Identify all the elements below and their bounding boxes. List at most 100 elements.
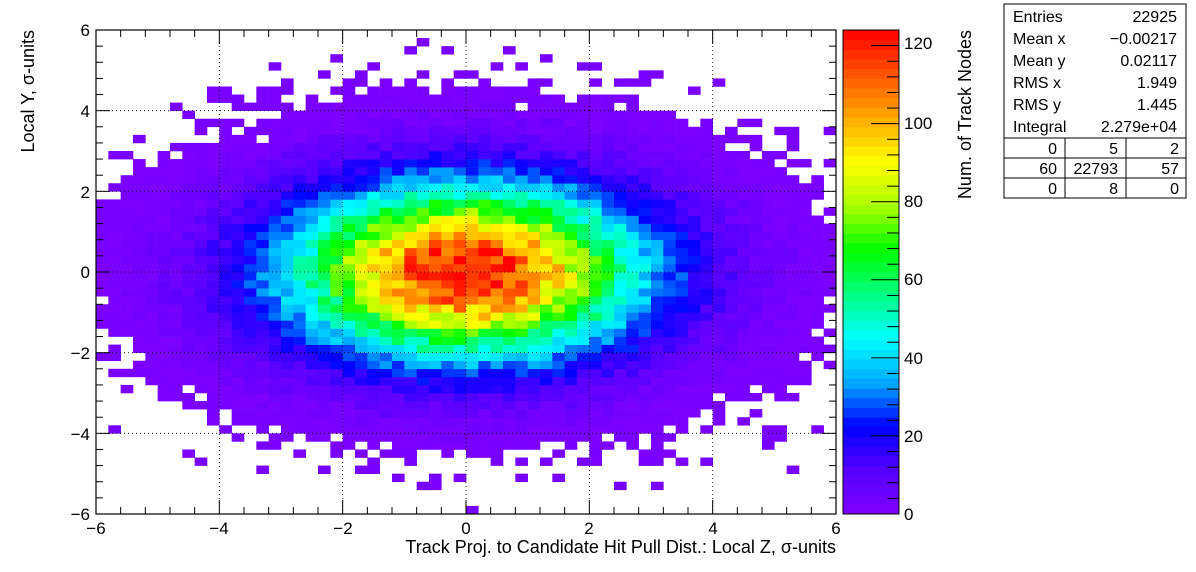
- heatmap-cell: [626, 344, 639, 353]
- heatmap-cell: [367, 223, 380, 232]
- heatmap-cell: [725, 255, 738, 265]
- heatmap-cell: [823, 304, 837, 313]
- heatmap-cell: [194, 288, 208, 297]
- heatmap-cell: [330, 384, 343, 394]
- heatmap-cell: [762, 368, 775, 378]
- heatmap-cell: [96, 239, 109, 249]
- heatmap-cell: [700, 272, 713, 281]
- heatmap-cell: [157, 376, 171, 386]
- heatmap-cell: [651, 151, 664, 160]
- heatmap-cell: [527, 352, 541, 362]
- heatmap-cell: [725, 280, 738, 289]
- heatmap-cell: [281, 425, 294, 434]
- heatmap-cell: [281, 223, 294, 232]
- heatmap-cell: [675, 384, 689, 394]
- heatmap-cell: [453, 151, 467, 160]
- heatmap-cell: [786, 263, 800, 273]
- z-tick-label: 60: [904, 270, 923, 289]
- heatmap-cell: [207, 280, 220, 289]
- heatmap-cell: [614, 175, 627, 184]
- heatmap-cell: [688, 401, 701, 410]
- heatmap-cell: [133, 247, 146, 257]
- heatmap-cell: [157, 231, 171, 241]
- heatmap-cell: [170, 255, 183, 265]
- heatmap-cell: [367, 159, 380, 168]
- heatmap-cell: [589, 376, 602, 386]
- heatmap-cell: [256, 465, 269, 474]
- heatmap-cell: [601, 183, 615, 192]
- heatmap-cell: [268, 231, 282, 241]
- heatmap-cell: [675, 134, 689, 144]
- heatmap-cell: [244, 207, 257, 216]
- heatmap-cell: [244, 280, 257, 289]
- heatmap-cell: [601, 320, 615, 329]
- heatmap-cell: [367, 183, 380, 192]
- heatmap-cell: [416, 368, 430, 378]
- heatmap-cell: [700, 360, 713, 370]
- heatmap-cell: [700, 167, 713, 176]
- colorbar-band: [843, 204, 899, 215]
- heatmap-cell: [157, 175, 171, 184]
- heatmap-cell: [725, 199, 738, 208]
- heatmap-cell: [725, 231, 738, 241]
- heatmap-cell: [293, 336, 306, 345]
- heatmap-cell: [108, 296, 121, 305]
- heatmap-cell: [774, 199, 787, 208]
- heatmap-cell: [244, 239, 257, 249]
- colorbar-band: [843, 407, 899, 418]
- heatmap-cell: [379, 142, 393, 152]
- x-tick-label: −4: [209, 519, 228, 538]
- heatmap-cell: [503, 360, 516, 370]
- heatmap-cell: [429, 110, 442, 120]
- stats-value: 0.02117: [1120, 53, 1177, 70]
- heatmap-cell: [478, 272, 491, 281]
- heatmap-cell: [786, 199, 800, 208]
- heatmap-cell: [737, 207, 750, 216]
- heatmap-cell: [453, 425, 467, 434]
- heatmap-cell: [392, 151, 405, 160]
- heatmap-cell: [478, 199, 491, 208]
- heatmap-cell: [700, 199, 713, 208]
- heatmap-cell: [626, 288, 639, 297]
- heatmap-cell: [466, 207, 479, 216]
- heatmap-cell: [811, 231, 824, 241]
- heatmap-cell: [552, 239, 565, 249]
- heatmap-cell: [268, 247, 282, 257]
- heatmap-cell: [527, 159, 541, 168]
- heatmap-cell: [466, 280, 479, 289]
- heatmap-cell: [626, 167, 639, 176]
- heatmap-cell: [219, 312, 232, 321]
- heatmap-cell: [700, 159, 713, 168]
- heatmap-cell: [145, 344, 158, 353]
- heatmap-cell: [712, 336, 726, 345]
- heatmap-cell: [700, 151, 713, 160]
- heatmap-cell: [786, 126, 800, 136]
- z-tick-label: 80: [904, 192, 923, 211]
- heatmap-cell: [244, 320, 257, 329]
- heatmap-cell: [404, 288, 417, 297]
- heatmap-cell: [663, 142, 676, 152]
- heatmap-cell: [392, 263, 405, 273]
- heatmap-cell: [626, 425, 639, 434]
- heatmap-cell: [675, 272, 689, 281]
- heatmap-cell: [244, 384, 257, 394]
- heatmap-cell: [441, 94, 454, 103]
- heatmap-cell: [811, 215, 824, 224]
- heatmap-cell: [305, 126, 319, 136]
- heatmap-cell: [737, 360, 750, 370]
- heatmap-cell: [503, 441, 516, 450]
- heatmap-cell: [170, 288, 183, 297]
- heatmap-cell: [478, 312, 491, 321]
- heatmap-cell: [490, 296, 504, 305]
- heatmap-cell: [330, 247, 343, 257]
- heatmap-cell: [749, 352, 763, 362]
- heatmap-cell: [305, 167, 319, 176]
- heatmap-cell: [762, 223, 775, 232]
- heatmap-cell: [675, 159, 689, 168]
- heatmap-cell: [453, 409, 467, 418]
- colorbar-band: [843, 49, 899, 60]
- colorbar-band: [843, 30, 899, 41]
- heatmap-cell: [157, 183, 171, 192]
- heatmap-cell: [466, 70, 479, 79]
- heatmap-cell: [577, 272, 590, 281]
